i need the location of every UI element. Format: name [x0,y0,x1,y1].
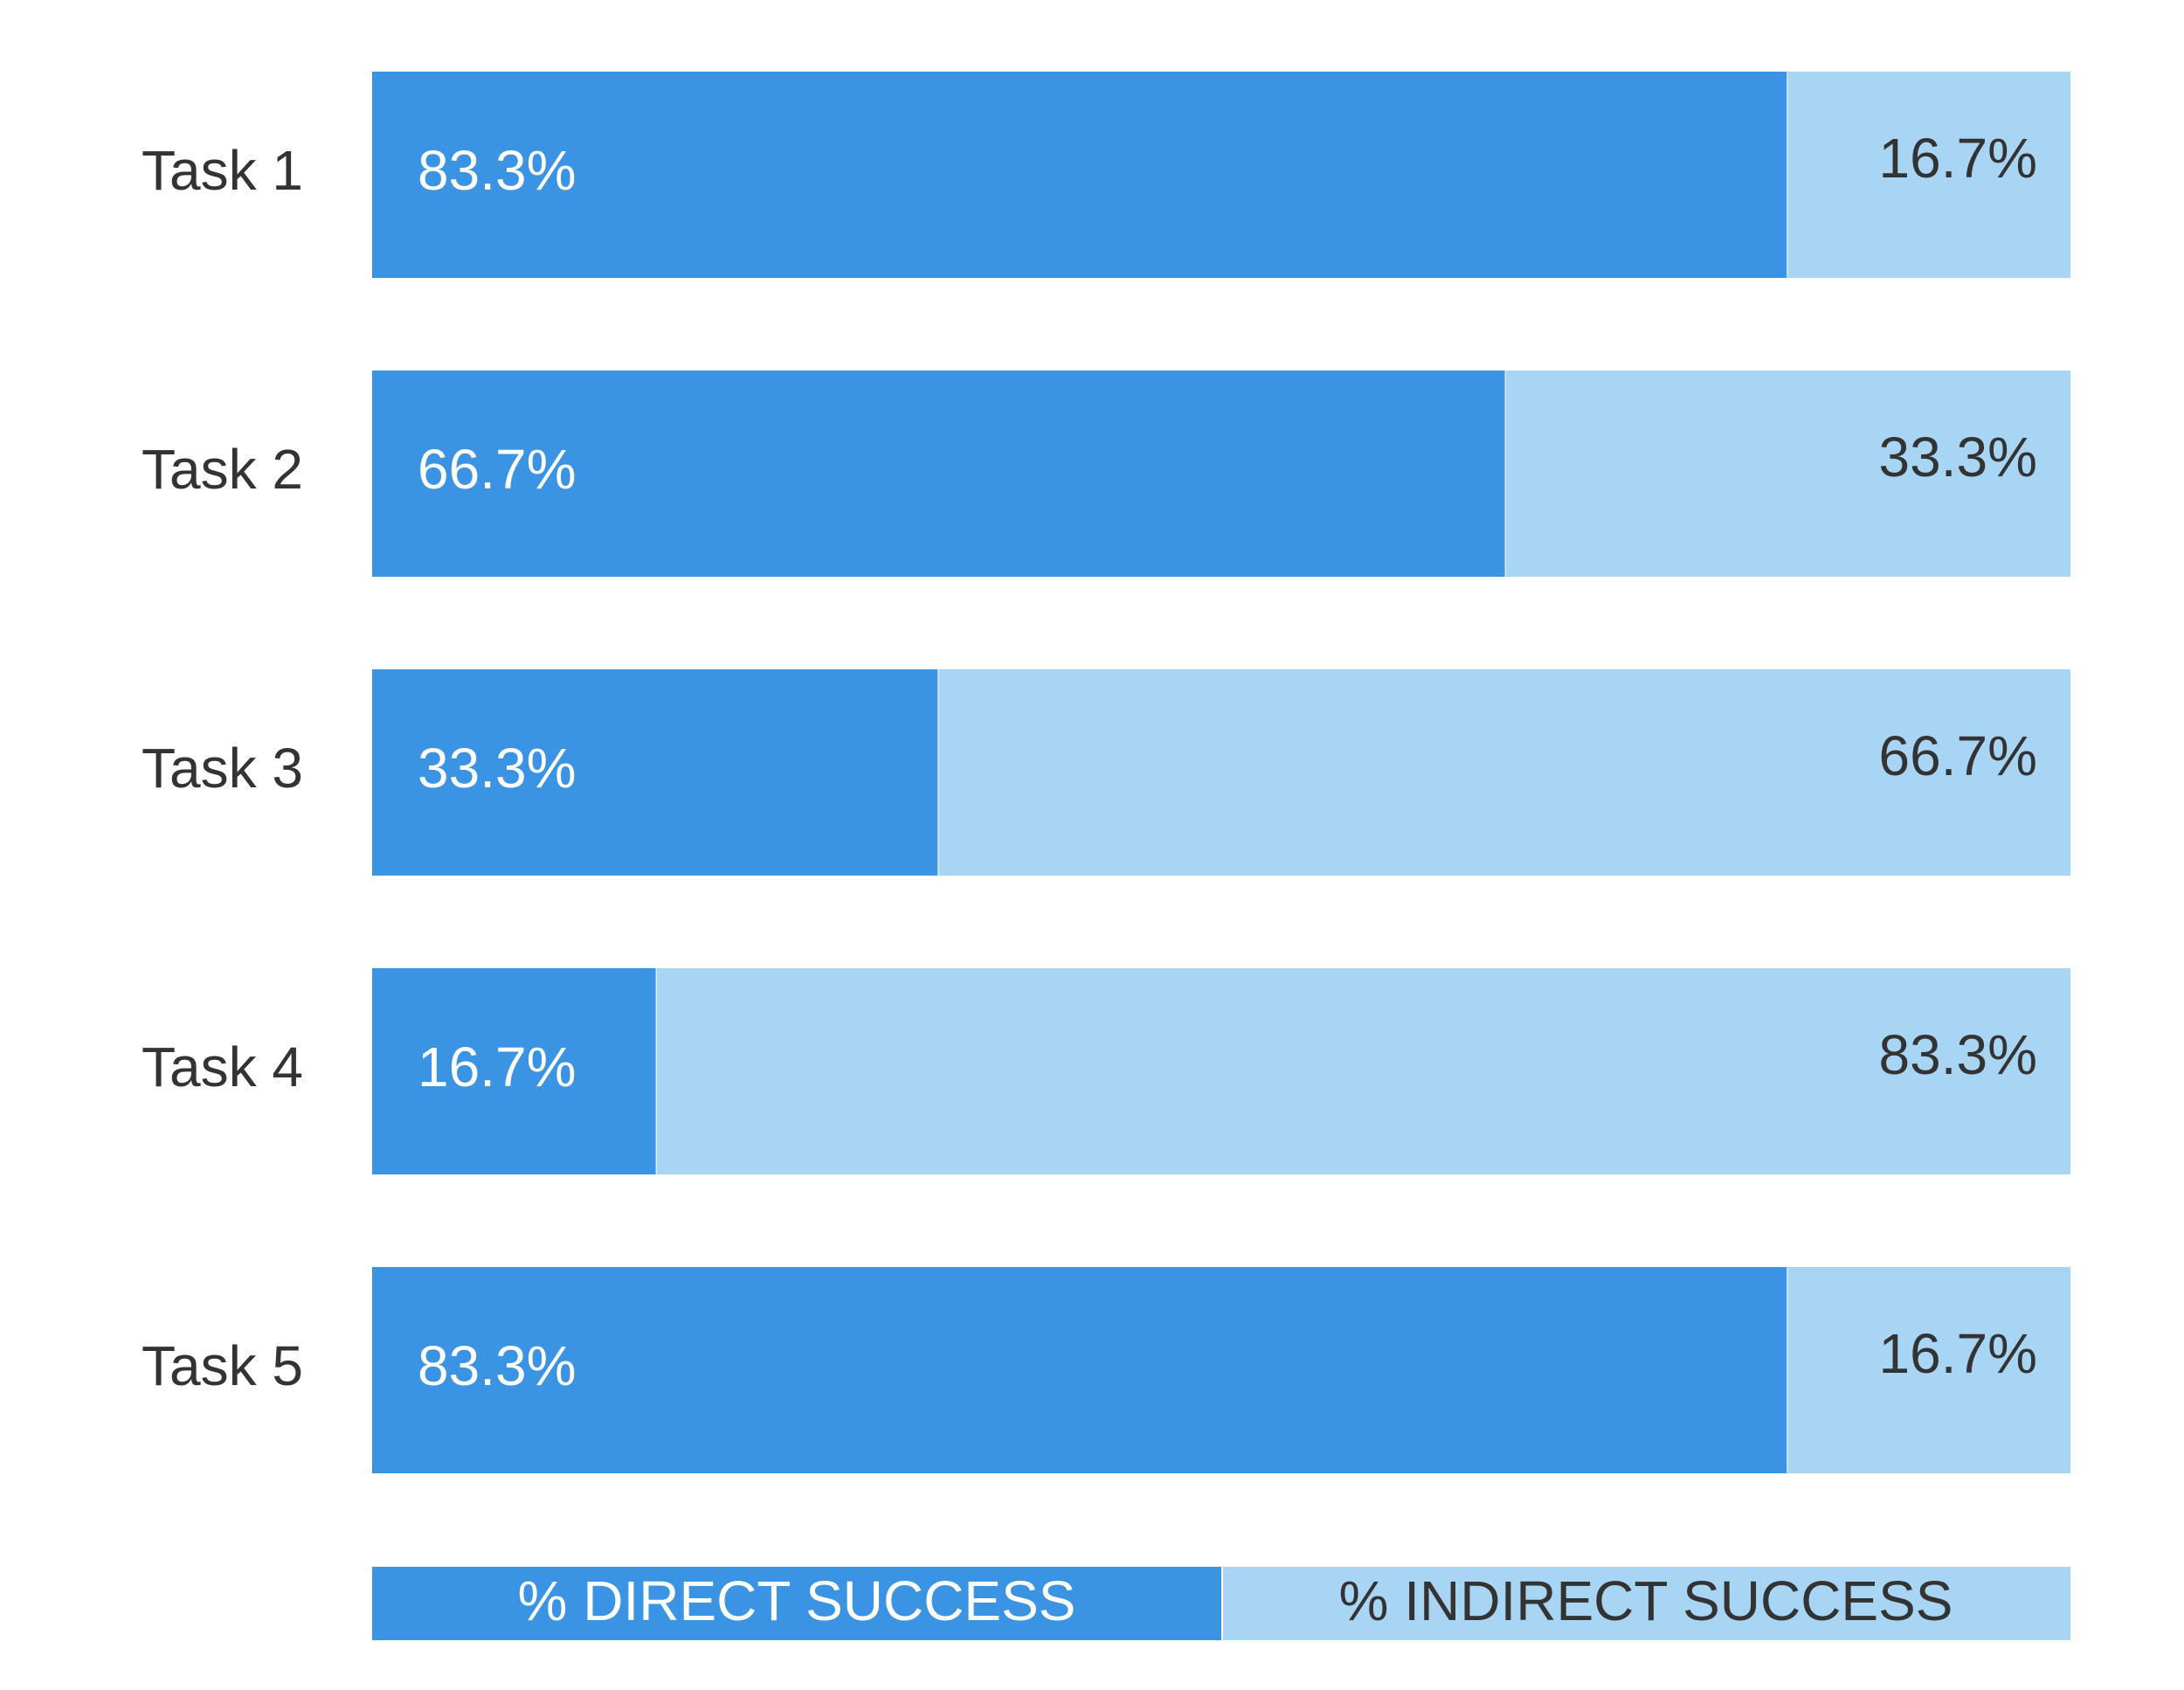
bar-indirect-success [938,669,2070,876]
legend: % DIRECT SUCCESS % INDIRECT SUCCESS [372,1567,2070,1640]
bar-indirect-success [1787,1267,2070,1473]
bar-direct-success [372,968,656,1174]
data-label-direct: 83.3% [418,139,576,202]
bar-row: Task 1 83.3% 16.7% [142,72,2070,278]
bar-row: Task 2 66.7% 33.3% [142,371,2070,577]
legend-swatch-direct [372,1567,1221,1640]
bar-direct-success [372,1267,1787,1473]
legend-label-direct: % DIRECT SUCCESS [518,1569,1076,1632]
bar-indirect-success [656,968,2071,1174]
data-label-indirect: 33.3% [1879,426,2037,488]
data-label-indirect: 83.3% [1879,1023,2037,1086]
data-label-direct: 66.7% [418,438,576,501]
bar-row: Task 5 83.3% 16.7% [142,1267,2070,1473]
bar-indirect-success [1787,72,2070,278]
bar-direct-success [372,669,938,876]
bar-direct-success [372,72,1787,278]
data-label-direct: 16.7% [418,1035,576,1098]
bar-row: Task 4 16.7% 83.3% [142,968,2071,1174]
data-label-indirect: 16.7% [1879,1322,2037,1385]
category-label: Task 1 [142,139,303,202]
category-label: Task 4 [142,1035,303,1098]
bar-row: Task 3 33.3% 66.7% [142,669,2070,876]
data-label-direct: 83.3% [418,1334,576,1397]
legend-swatch-indirect [1223,1567,2070,1640]
category-label: Task 3 [142,737,303,800]
bar-direct-success [372,371,1505,577]
data-label-direct: 33.3% [418,737,576,800]
legend-label-indirect: % INDIRECT SUCCESS [1339,1569,1953,1632]
data-label-indirect: 16.7% [1879,127,2037,190]
category-label: Task 2 [142,438,303,501]
bar-rows: Task 1 83.3% 16.7% Task 2 66.7% 33.3% Task 3 33… [142,72,2071,1473]
data-label-indirect: 66.7% [1879,724,2037,787]
category-label: Task 5 [142,1334,303,1397]
bar-indirect-success [1505,371,2070,577]
